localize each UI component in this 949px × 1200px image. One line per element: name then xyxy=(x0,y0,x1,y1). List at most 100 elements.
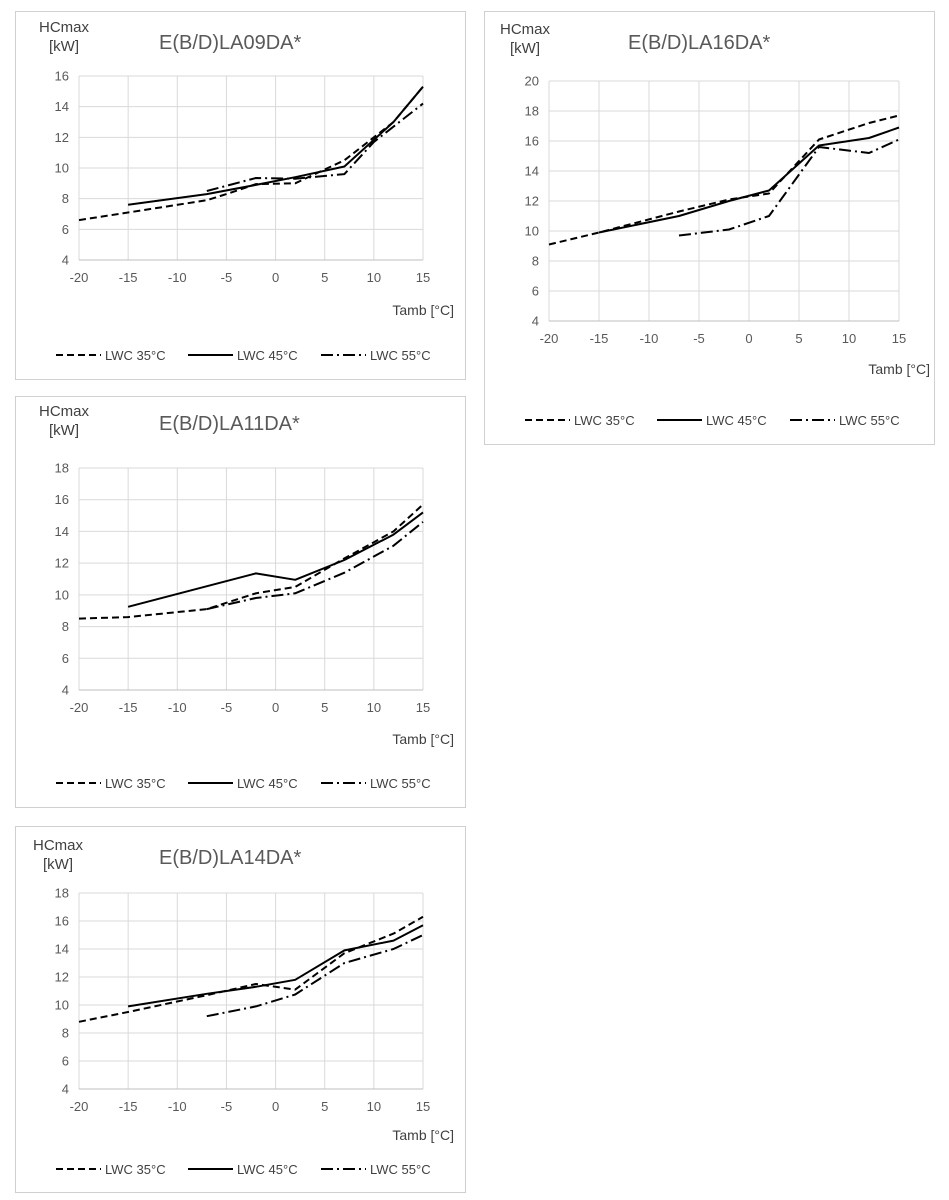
chart-title: E(B/D)LA14DA* xyxy=(159,847,302,869)
x-tick-label: -15 xyxy=(119,270,138,285)
x-tick-label: 0 xyxy=(272,700,279,715)
y-tick-label: 8 xyxy=(532,254,539,269)
chart-panel-la16: HCmax [kW] E(B/D)LA16DA* 4 6 8 10 12 14 16 18 20… xyxy=(484,11,935,445)
y-axis-label-line2: [kW] xyxy=(49,38,79,55)
y-tick-label: 8 xyxy=(62,619,69,634)
legend-label: LWC 55°C xyxy=(370,776,431,791)
y-axis-label: HCmax [kW] xyxy=(32,836,84,874)
chart-panel-la11: HCmax [kW] E(B/D)LA11DA* 4 6 8 10 12 14 16 18 -2… xyxy=(15,396,466,808)
x-tick-label: 15 xyxy=(416,270,430,285)
x-tick-label: -15 xyxy=(119,700,138,715)
y-tick-label: 4 xyxy=(62,1082,69,1097)
x-axis-label: Tamb [°C] xyxy=(868,361,930,377)
chart-plot-la16: 4 6 8 10 12 14 16 18 20 -20 -15 -10 -5 0 5 10 15 Tamb [°C… xyxy=(525,74,930,429)
x-tick-label: -20 xyxy=(540,331,559,346)
x-tick-label: -5 xyxy=(221,700,233,715)
chart-title: E(B/D)LA09DA* xyxy=(159,32,302,54)
x-tick-label: -5 xyxy=(221,1099,233,1114)
series-line-dashdot xyxy=(206,102,424,192)
y-tick-label: 8 xyxy=(62,191,69,206)
x-tick-label: -5 xyxy=(693,331,705,346)
x-axis-label: Tamb [°C] xyxy=(392,731,454,747)
legend-label: LWC 35°C xyxy=(574,413,635,428)
y-tick-label: 14 xyxy=(55,942,69,957)
chart-panel-la14: HCmax [kW] E(B/D)LA14DA* 4 6 8 10 12 14 16 18 -2… xyxy=(15,826,466,1193)
x-tick-label: 5 xyxy=(321,1099,328,1114)
chart-title: E(B/D)LA16DA* xyxy=(628,32,771,54)
legend-label: LWC 55°C xyxy=(370,348,431,363)
y-axis-label-line2: [kW] xyxy=(49,422,79,439)
series-line-solid xyxy=(127,924,424,1008)
y-tick-label: 10 xyxy=(525,224,539,239)
y-tick-label: 12 xyxy=(55,970,69,985)
y-axis-label: HCmax [kW] xyxy=(38,18,90,56)
x-tick-label: -15 xyxy=(590,331,609,346)
x-tick-label: 5 xyxy=(795,331,802,346)
x-tick-label: -10 xyxy=(168,1099,187,1114)
x-tick-label: -10 xyxy=(168,270,187,285)
y-tick-label: 8 xyxy=(62,1026,69,1041)
x-tick-label: 15 xyxy=(892,331,906,346)
y-tick-label: 6 xyxy=(532,284,539,299)
x-tick-label: -15 xyxy=(119,1099,138,1114)
y-tick-label: 4 xyxy=(62,683,69,698)
legend-label: LWC 45°C xyxy=(237,776,298,791)
y-tick-label: 10 xyxy=(55,998,69,1013)
chart-plot-la14: 4 6 8 10 12 14 16 18 -20 -15 -10 -5 0 5 10 15 Tamb [°C] L… xyxy=(55,886,454,1178)
x-tick-label: -10 xyxy=(168,700,187,715)
x-tick-label: -5 xyxy=(221,270,233,285)
chart-panel-la09: HCmax [kW] E(B/D)LA09DA* 4 6 8 10 12 14 16 -20 -… xyxy=(15,11,466,380)
series-line-solid xyxy=(598,126,900,234)
chart-plot-la11: 4 6 8 10 12 14 16 18 -20 -15 -10 -5 0 5 10 15 Tamb [°C] L… xyxy=(55,461,454,792)
chart-plot-la09: 4 6 8 10 12 14 16 -20 -15 -10 -5 0 5 10 15 Tamb [°C] LWC… xyxy=(55,69,454,364)
y-axis-label-line1: HCmax xyxy=(38,19,89,36)
x-tick-label: 10 xyxy=(367,270,381,285)
y-tick-label: 14 xyxy=(55,99,69,114)
y-tick-label: 6 xyxy=(62,1054,69,1069)
x-tick-label: 5 xyxy=(321,700,328,715)
y-axis-label-line1: HCmax xyxy=(499,21,550,38)
legend-label: LWC 55°C xyxy=(839,413,900,428)
legend-label: LWC 35°C xyxy=(105,1162,166,1177)
series-line-dash xyxy=(78,503,424,620)
y-axis-label: HCmax [kW] xyxy=(499,20,551,58)
y-axis-label-line1: HCmax xyxy=(32,837,83,854)
series-line-dash xyxy=(548,114,900,246)
y-tick-label: 4 xyxy=(532,314,539,329)
x-axis-label: Tamb [°C] xyxy=(392,1127,454,1143)
x-tick-label: 5 xyxy=(321,270,328,285)
x-tick-label: 15 xyxy=(416,700,430,715)
legend-label: LWC 45°C xyxy=(706,413,767,428)
x-tick-label: 10 xyxy=(367,1099,381,1114)
y-tick-label: 16 xyxy=(55,69,69,84)
legend-label: LWC 45°C xyxy=(237,348,298,363)
y-tick-label: 4 xyxy=(62,253,69,268)
series-line-dashdot xyxy=(206,521,424,611)
y-tick-label: 14 xyxy=(55,524,69,539)
y-axis-label-line2: [kW] xyxy=(43,856,73,873)
y-tick-label: 10 xyxy=(55,587,69,602)
x-tick-label: -20 xyxy=(70,1099,89,1114)
chart-title: E(B/D)LA11DA* xyxy=(159,413,300,435)
y-tick-label: 6 xyxy=(62,651,69,666)
y-tick-label: 16 xyxy=(55,914,69,929)
x-axis-label: Tamb [°C] xyxy=(392,302,454,318)
series-line-dash xyxy=(78,915,424,1023)
legend-label: LWC 45°C xyxy=(237,1162,298,1177)
series-line-solid xyxy=(127,86,424,206)
series-line-dashdot xyxy=(678,138,900,237)
x-tick-label: 10 xyxy=(367,700,381,715)
y-tick-label: 12 xyxy=(525,194,539,209)
y-tick-label: 16 xyxy=(55,492,69,507)
y-axis-label-line1: HCmax xyxy=(38,403,89,420)
x-tick-label: 0 xyxy=(745,331,752,346)
y-tick-label: 6 xyxy=(62,222,69,237)
y-axis-label-line2: [kW] xyxy=(510,40,540,57)
y-tick-label: 14 xyxy=(525,164,539,179)
x-tick-label: -20 xyxy=(70,700,89,715)
y-tick-label: 20 xyxy=(525,74,539,89)
series-line-dashdot xyxy=(206,934,424,1018)
x-tick-label: 15 xyxy=(416,1099,430,1114)
y-tick-label: 18 xyxy=(525,104,539,119)
x-tick-label: 0 xyxy=(272,1099,279,1114)
